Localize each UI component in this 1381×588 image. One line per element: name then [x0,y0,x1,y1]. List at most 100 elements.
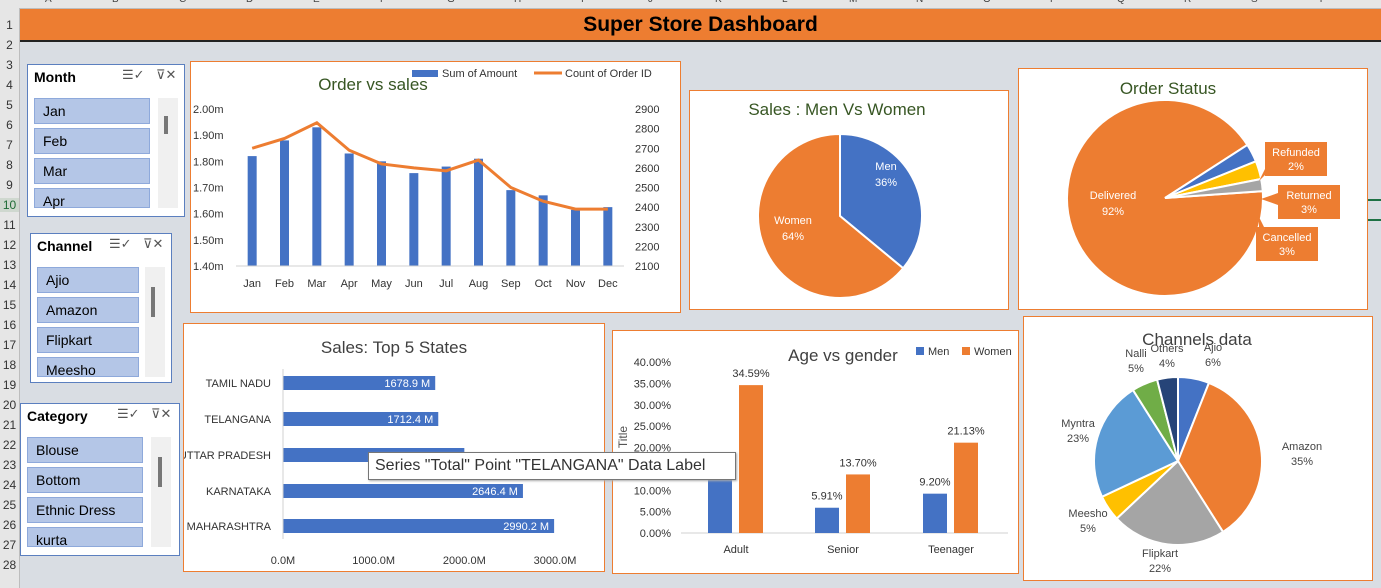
data-label-telangana: 1712.4 M [387,414,433,426]
column-header-p[interactable]: P [1050,0,1057,5]
column-header-c[interactable]: C [179,0,186,5]
y2-tick-label: 2700 [635,143,659,155]
row-header-19[interactable]: 19 [2,378,17,392]
slicer-item-apr[interactable]: Apr [34,188,150,209]
row-header-23[interactable]: 23 [2,458,17,472]
slicer-channel-scrollbar[interactable] [145,267,165,377]
data-label-delivered-value: 92% [1102,206,1124,218]
clear-filter-icon[interactable]: ⊽✕ [156,67,177,82]
row-header-28[interactable]: 28 [2,558,17,572]
column-header-m[interactable]: M [849,0,857,5]
x-tick-label: 2000.0M [443,555,486,567]
row-header-8[interactable]: 8 [6,158,13,172]
row-header-3[interactable]: 3 [6,58,13,72]
scroll-thumb[interactable] [164,116,168,134]
slicer-item-blouse[interactable]: Blouse [27,437,143,463]
data-label-myntra-name: Myntra [1061,418,1096,430]
row-header-17[interactable]: 17 [2,338,17,352]
data-label-refunded-name: Refunded [1272,147,1320,159]
row-header-5[interactable]: 5 [6,98,13,112]
row-header-4[interactable]: 4 [6,78,13,92]
scroll-thumb[interactable] [158,457,162,487]
bar-apr [344,153,354,266]
row-header-14[interactable]: 14 [2,278,17,292]
column-header-t[interactable]: T [1318,0,1324,5]
chart-channels-data[interactable]: Channels data Ajio 6% Amazon 35% Flipkart 22% M… [1023,316,1373,581]
multi-select-icon[interactable]: ☰✓ [109,236,132,251]
slicer-category-scrollbar[interactable] [151,437,171,547]
row-header-1[interactable]: 1 [6,18,13,32]
column-header-o[interactable]: O [983,0,991,5]
row-header-2[interactable]: 2 [6,38,13,52]
row-header-18[interactable]: 18 [2,358,17,372]
data-label-flipkart-name: Flipkart [1142,548,1178,560]
column-header-q[interactable]: Q [1117,0,1125,5]
column-header-b[interactable]: B [112,0,119,5]
slicer-item-bottom[interactable]: Bottom [27,467,143,493]
clear-filter-icon[interactable]: ⊽✕ [151,406,172,421]
legend-label-men: Men [928,346,949,358]
column-header-a[interactable]: A [45,0,52,5]
data-label-senior-women: 13.70% [839,457,877,469]
row-header-16[interactable]: 16 [2,318,17,332]
row-header-10[interactable]: 10 [0,198,19,212]
slicer-item-amazon[interactable]: Amazon [37,297,139,323]
column-header-s[interactable]: S [1251,0,1258,5]
scroll-thumb[interactable] [151,287,155,317]
y2-tick-label: 2600 [635,163,659,175]
clear-filter-icon[interactable]: ⊽✕ [143,236,164,251]
legend-label-women: Women [974,346,1012,358]
callout-pointer [1259,217,1265,229]
row-header-25[interactable]: 25 [2,498,17,512]
slicer-item-mar[interactable]: Mar [34,158,150,184]
row-header-26[interactable]: 26 [2,518,17,532]
row-header-27[interactable]: 27 [2,538,17,552]
row-header-12[interactable]: 12 [2,238,17,252]
slicer-channel[interactable]: Channel ☰✓ ⊽✕ Ajio Amazon Flipkart Meesh… [30,233,172,383]
legend-swatch-men [916,347,924,355]
column-header-d[interactable]: D [246,0,253,5]
column-header-i[interactable]: I [581,0,584,5]
chart-order-vs-sales[interactable]: Order vs sales Sum of Amount Count of Orde… [190,61,681,313]
slicer-item-flipkart[interactable]: Flipkart [37,327,139,353]
row-header-21[interactable]: 21 [2,418,17,432]
slicer-category[interactable]: Category ☰✓ ⊽✕ Blouse Bottom Ethnic Dres… [20,403,180,556]
chart-top-5-states[interactable]: Sales: Top 5 States TAMIL NADU 1678.9 M TEL… [179,323,605,572]
slicer-item-ethnic-dress[interactable]: Ethnic Dress [27,497,143,523]
column-header-h[interactable]: H [514,0,521,5]
chart-title: Order Status [1120,79,1216,98]
column-header-g[interactable]: G [447,0,455,5]
row-header-20[interactable]: 20 [2,398,17,412]
row-header-9[interactable]: 9 [6,178,13,192]
slicer-month[interactable]: Month ☰✓ ⊽✕ Jan Feb Mar Apr [27,64,185,217]
chart-order-status[interactable]: Order Status Delivered 92% Refunded 2% Return… [1018,68,1368,310]
y-tick-label: 1.80m [193,156,224,168]
column-header-f[interactable]: F [380,0,386,5]
slicer-item-kurta[interactable]: kurta [27,527,143,548]
column-header-l[interactable]: L [782,0,788,5]
slicer-item-feb[interactable]: Feb [34,128,150,154]
multi-select-icon[interactable]: ☰✓ [117,406,140,421]
column-header-k[interactable]: K [715,0,722,5]
chart-sales-men-women[interactable]: Sales : Men Vs Women Men 36% Women 64% [689,90,1009,310]
slicer-item-meesho[interactable]: Meesho [37,357,139,378]
x-tick-label: Jan [243,278,261,290]
row-header-22[interactable]: 22 [2,438,17,452]
y-tick-label: 1.40m [193,261,224,273]
row-header-15[interactable]: 15 [2,298,17,312]
row-header-11[interactable]: 11 [3,218,16,232]
row-header-13[interactable]: 13 [2,258,17,272]
column-header-r[interactable]: R [1184,0,1191,5]
row-header-7[interactable]: 7 [6,138,13,152]
y-tick-label: 1.70m [193,183,224,195]
slicer-item-ajio[interactable]: Ajio [37,267,139,293]
row-header-6[interactable]: 6 [6,118,13,132]
y-tick-label: 1.60m [193,209,224,221]
row-header-24[interactable]: 24 [2,478,17,492]
slicer-month-scrollbar[interactable] [158,98,178,208]
multi-select-icon[interactable]: ☰✓ [122,67,145,82]
column-header-n[interactable]: N [916,0,923,5]
slicer-item-jan[interactable]: Jan [34,98,150,124]
column-header-j[interactable]: J [648,0,653,5]
column-header-e[interactable]: E [313,0,320,5]
